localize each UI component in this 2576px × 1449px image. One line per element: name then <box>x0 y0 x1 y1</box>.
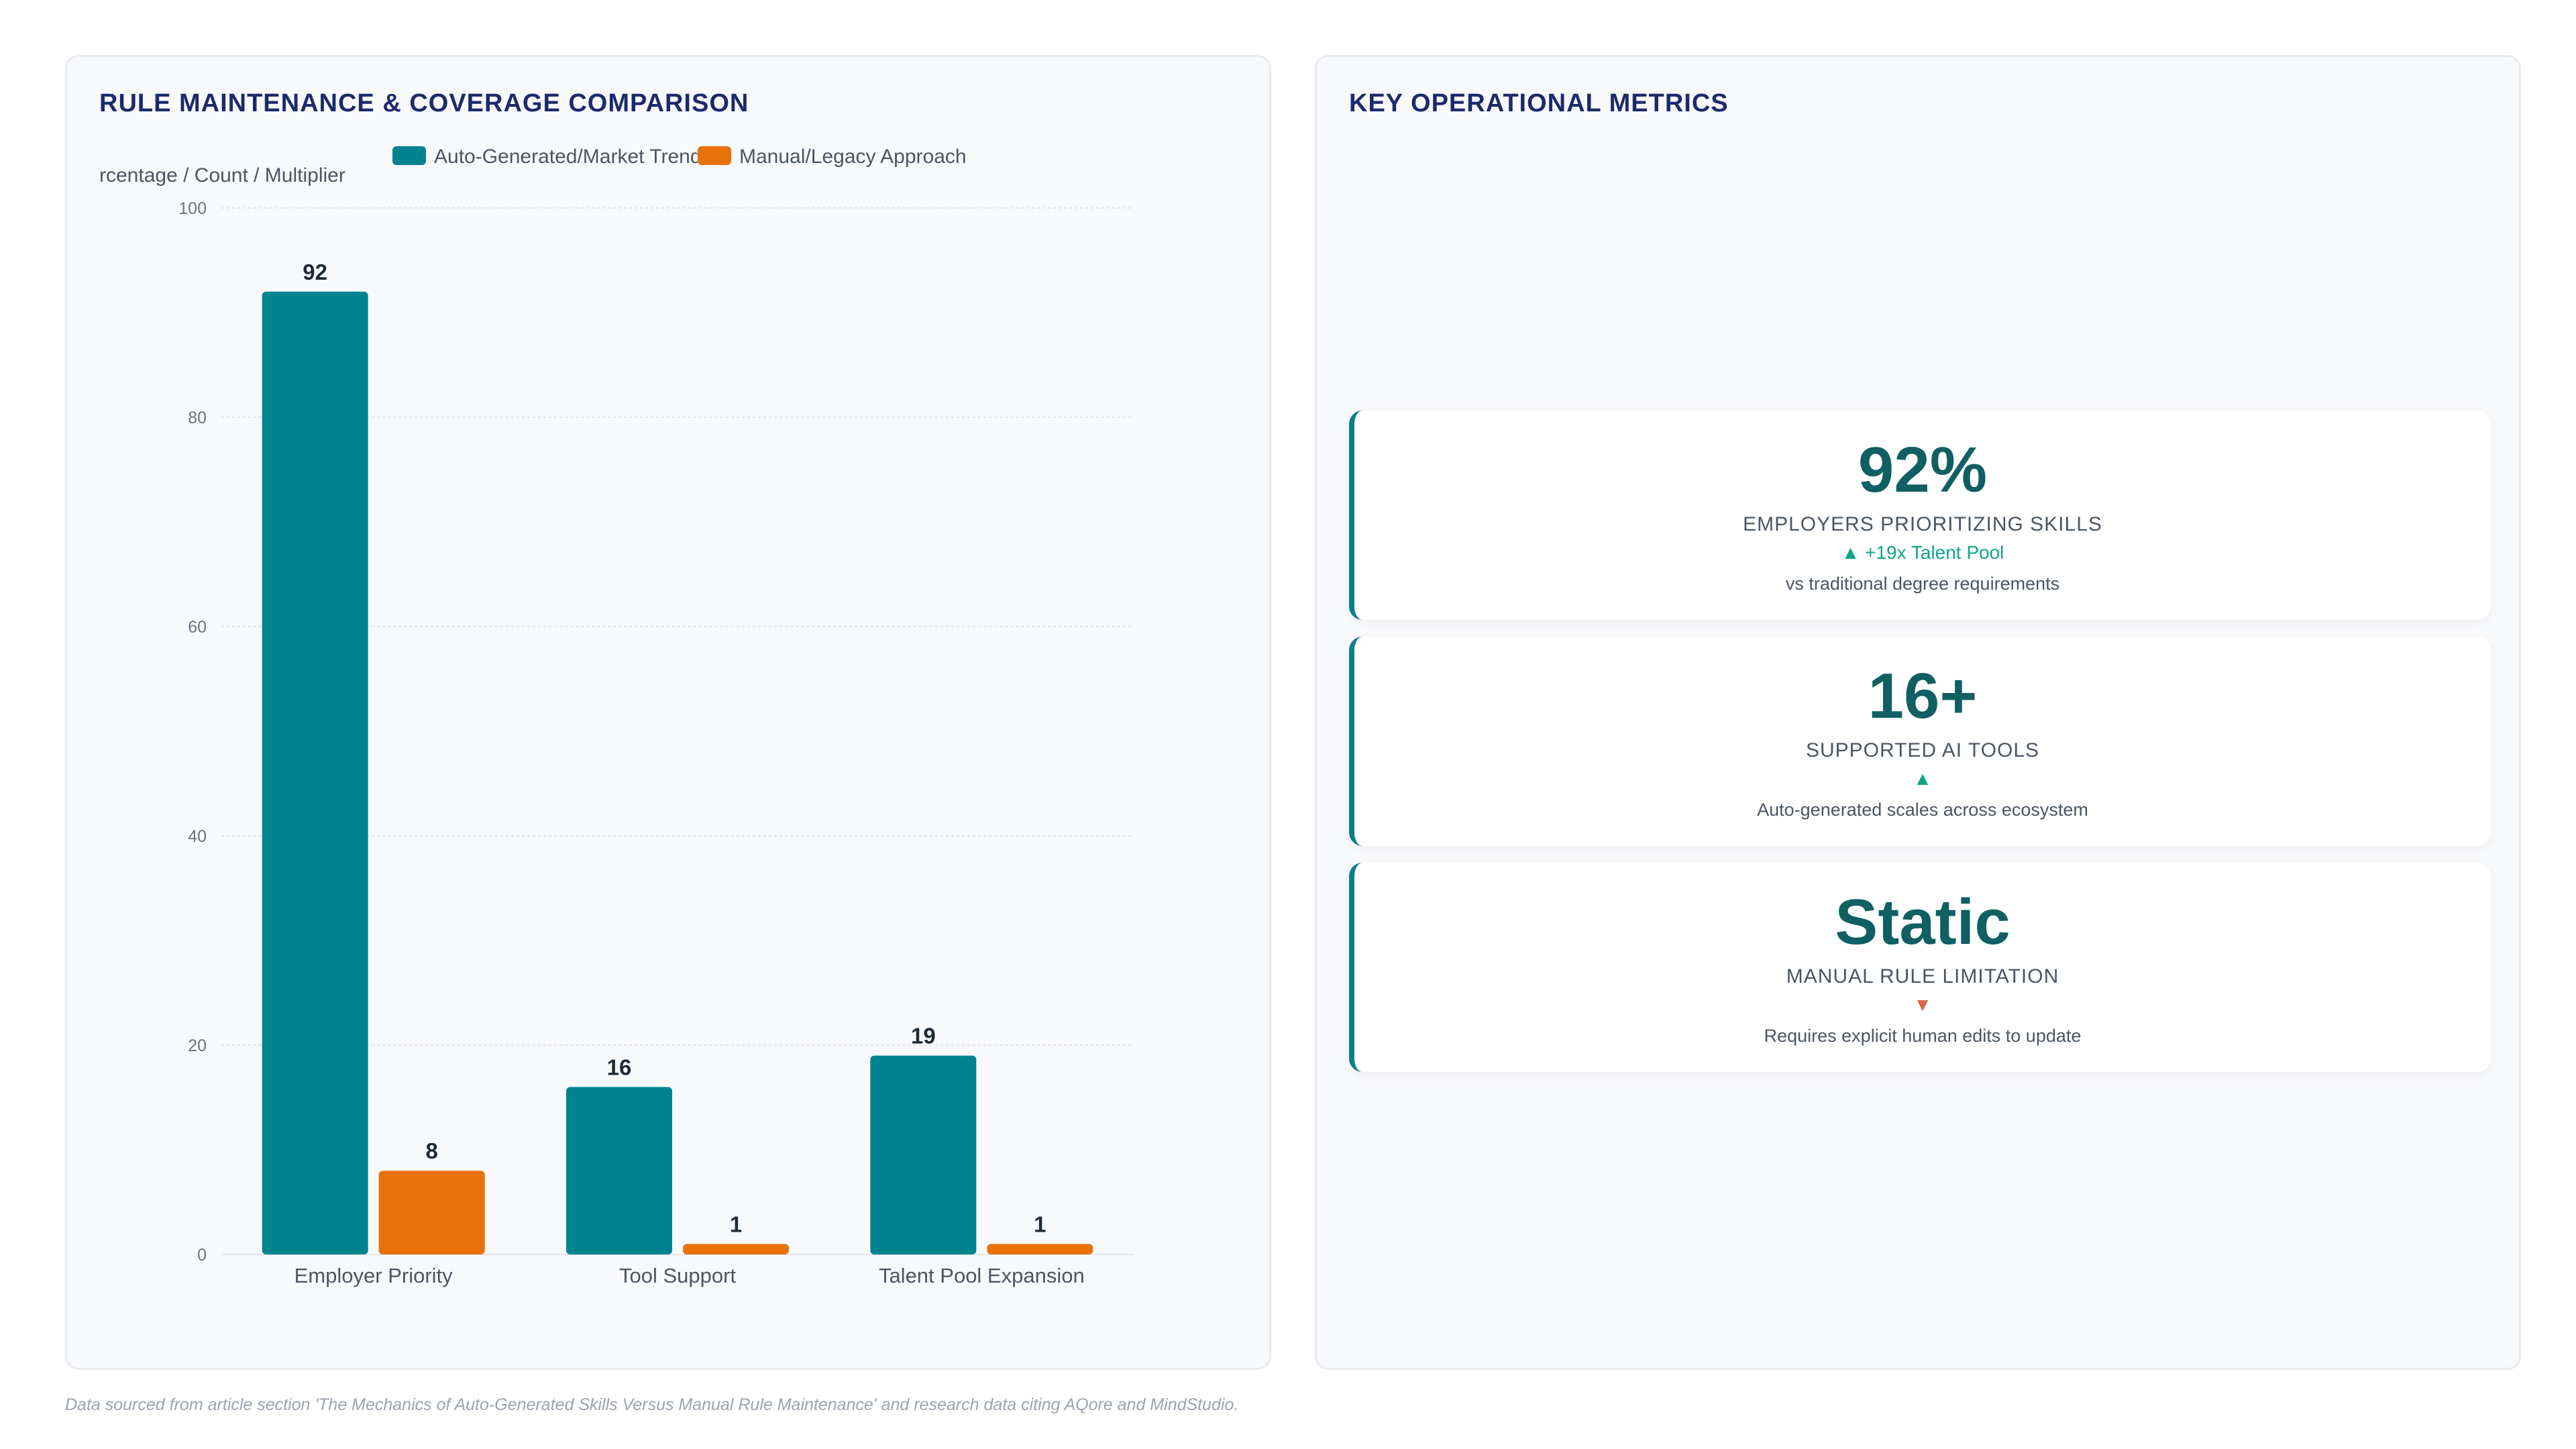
metric-trend: ▼ <box>1354 993 2491 1017</box>
metric-value: 92% <box>1858 434 1988 506</box>
y-tick-label: 60 <box>188 618 207 637</box>
metric-trend: ▲ <box>1354 767 2491 791</box>
legend-label: Auto-Generated/Market Trend <box>434 146 702 168</box>
data-label: 16 <box>607 1055 632 1079</box>
y-tick-label: 20 <box>188 1036 207 1055</box>
metrics-title: KEY OPERATIONAL METRICS <box>1349 89 1729 117</box>
y-tick-label: 40 <box>188 827 207 846</box>
metric-value: 16+ <box>1868 660 1978 732</box>
metric-card-employers: 92% EMPLOYERS PRIORITIZING SKILLS ▲ +19x… <box>1349 411 2491 620</box>
metric-card-ai-tools: 16+ SUPPORTED AI TOOLS ▲ Auto-generated … <box>1349 637 2491 846</box>
data-label: 92 <box>303 260 327 284</box>
x-tick-label: Tool Support <box>619 1264 736 1287</box>
data-label: 1 <box>1034 1212 1046 1236</box>
y-tick-label: 0 <box>197 1246 207 1265</box>
chart-title: RULE MAINTENANCE & COVERAGE COMPARISON <box>99 89 749 117</box>
chart-panel: RULE MAINTENANCE & COVERAGE COMPARISON 0… <box>65 55 1271 1370</box>
x-tick-label: Employer Priority <box>294 1264 453 1287</box>
bar <box>683 1244 789 1254</box>
y-axis-label: rcentage / Count / Multiplier <box>99 164 345 186</box>
metric-subtext: Auto-generated scales across ecosystem <box>1757 800 2088 820</box>
legend-label: Manual/Legacy Approach <box>739 146 967 168</box>
legend-swatch <box>698 146 731 165</box>
metric-label: EMPLOYERS PRIORITIZING SKILLS <box>1743 513 2102 535</box>
trend-down-icon: ▼ <box>1913 994 1932 1015</box>
legend-swatch <box>392 146 426 165</box>
y-tick-label: 100 <box>178 199 207 218</box>
metric-label: MANUAL RULE LIMITATION <box>1786 965 2059 987</box>
trend-up-icon: ▲ <box>1913 768 1932 789</box>
bar <box>987 1244 1093 1254</box>
metric-value: Static <box>1835 886 2010 958</box>
bar <box>566 1087 672 1254</box>
metric-card-manual-rule: Static MANUAL RULE LIMITATION ▼ Requires… <box>1349 863 2491 1072</box>
metric-subtext: vs traditional degree requirements <box>1785 574 2060 594</box>
metric-subtext: Requires explicit human edits to update <box>1764 1026 2082 1046</box>
bar <box>870 1055 977 1254</box>
data-label: 19 <box>911 1024 936 1049</box>
bar <box>378 1171 485 1254</box>
metrics-panel: KEY OPERATIONAL METRICS 92% EMPLOYERS PR… <box>1315 55 2521 1370</box>
metric-label: SUPPORTED AI TOOLS <box>1805 739 2040 761</box>
metric-trend: ▲ +19x Talent Pool <box>1354 541 2491 565</box>
x-tick-label: Talent Pool Expansion <box>879 1264 1085 1287</box>
footnote: Data sourced from article section 'The M… <box>65 1395 1239 1414</box>
trend-text: +19x Talent Pool <box>1865 542 2004 563</box>
trend-up-icon: ▲ <box>1841 542 1860 563</box>
bar-chart: 0 20 40 60 80 100 rcentage / Count / Multiplie… <box>99 146 1134 1287</box>
data-label: 8 <box>425 1138 437 1163</box>
bar <box>262 291 368 1254</box>
data-label: 1 <box>730 1212 742 1236</box>
y-tick-label: 80 <box>188 409 207 427</box>
